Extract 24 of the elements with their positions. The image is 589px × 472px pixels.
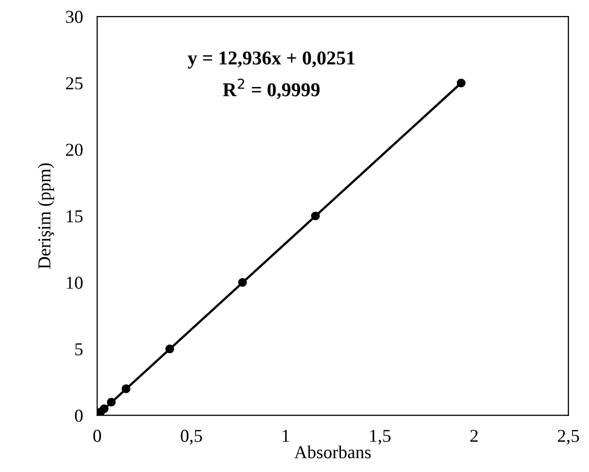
x-tick-label: 0 xyxy=(93,430,102,442)
point xyxy=(106,398,116,406)
annotation: R$^{2}$ = 0,9999 xyxy=(222,78,320,100)
y-tick-label: 20 xyxy=(66,144,83,156)
x-tick-label: 0,5 xyxy=(180,430,202,445)
point xyxy=(122,384,130,394)
y-tick-label: 5 xyxy=(75,343,83,356)
point xyxy=(165,344,174,354)
annotation: y = 12,936x + 0,0251 xyxy=(188,51,355,69)
y-tick-label: 10 xyxy=(66,276,83,289)
x-tick-label: 2 xyxy=(470,430,478,442)
point xyxy=(311,212,320,220)
point xyxy=(100,404,109,414)
point xyxy=(238,278,247,287)
point xyxy=(456,78,466,88)
y-tick-label: 15 xyxy=(66,210,83,222)
x-axis-title: Absorbans xyxy=(294,446,371,458)
x-tick-label: 1,5 xyxy=(370,430,390,445)
x-tick-label: 2,5 xyxy=(558,430,579,445)
y-tick-label: 0 xyxy=(74,410,83,422)
x-tick-label: 1 xyxy=(282,430,290,442)
y-tick-label: 25 xyxy=(66,77,83,90)
y-axis-title: Derişim (ppm) xyxy=(38,163,54,269)
y-tick-label: 30 xyxy=(66,10,83,23)
